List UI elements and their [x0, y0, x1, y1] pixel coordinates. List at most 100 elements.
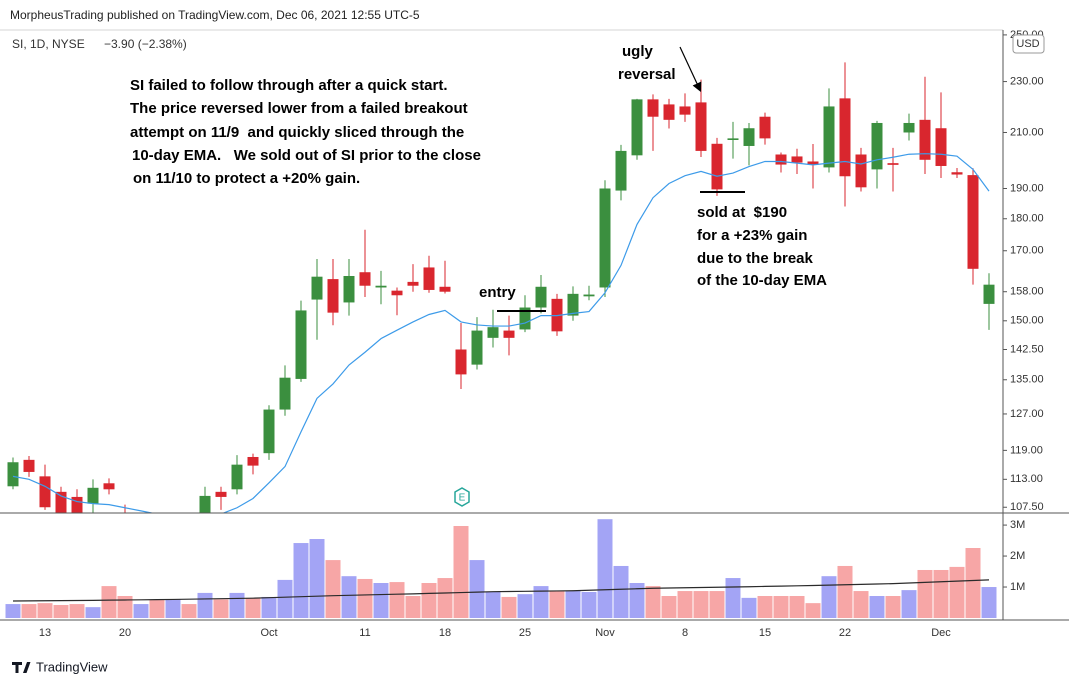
volume-bar	[725, 578, 741, 618]
volume-bar	[117, 596, 133, 618]
volume-bar	[53, 604, 69, 618]
volume-bar	[693, 591, 709, 618]
entry-label: entry	[479, 284, 516, 301]
volume-bar	[949, 566, 965, 618]
volume-bar	[405, 596, 421, 618]
footer-brand: TradingView	[36, 659, 108, 674]
volume-bar	[261, 596, 277, 618]
x-tick-label: 15	[759, 627, 771, 639]
volume-bar	[469, 560, 485, 618]
candle-body	[631, 99, 643, 156]
candle-body	[791, 156, 803, 163]
volume-bar	[757, 596, 773, 618]
line-series	[12, 153, 990, 513]
volume-pane	[5, 519, 997, 618]
y-tick-label: 119.00	[1010, 444, 1043, 456]
volume-bar	[389, 582, 405, 618]
volume-bar	[821, 576, 837, 618]
candle-body	[903, 122, 915, 133]
candle-body	[184, 526, 195, 531]
y-tick-label: 142.50	[1010, 343, 1044, 355]
volume-bar	[773, 596, 789, 618]
candle-body	[567, 293, 579, 316]
candle-body	[327, 279, 339, 313]
currency-badge[interactable]	[1012, 34, 1045, 54]
volume-bar	[229, 592, 245, 618]
volume-bar	[501, 596, 517, 618]
y-tick-label: 127.00	[1010, 408, 1044, 420]
volume-bar	[181, 604, 197, 618]
volume-bar	[197, 592, 213, 618]
y-tick-label: 158.00	[1010, 286, 1044, 298]
volume-bar	[597, 519, 613, 618]
x-tick-label: Nov	[595, 627, 615, 639]
volume-bar	[741, 597, 757, 618]
candle-body	[967, 175, 979, 269]
candle-body	[807, 161, 819, 165]
note-line: 10-day EMA. We sold out of SI prior to t…	[132, 147, 481, 164]
reversal-arrow	[679, 46, 702, 93]
currency: USD	[1016, 38, 1039, 50]
volume-bar	[629, 583, 645, 618]
candle-body	[695, 102, 707, 151]
candle-body	[136, 531, 147, 536]
volume-bar	[789, 596, 805, 618]
sold-label: of the 10-day EMA	[697, 272, 827, 289]
candle-body	[407, 281, 419, 286]
candle-body	[103, 483, 115, 490]
price-pane	[7, 62, 995, 537]
volume-bar	[917, 569, 933, 618]
candle-body	[23, 459, 35, 472]
candle-body	[439, 286, 451, 292]
candle-body	[983, 284, 995, 304]
volume-bar	[565, 591, 581, 618]
note-line: SI failed to follow through after a quic…	[130, 77, 448, 94]
candle-body	[663, 104, 675, 120]
candle-body	[743, 128, 755, 146]
candle-body	[343, 275, 355, 303]
candle-body	[199, 495, 211, 513]
candle-body	[375, 285, 387, 288]
y-tick-label: 113.00	[1010, 473, 1043, 485]
volume-bar	[69, 604, 85, 618]
y-tick-label: 180.00	[1010, 213, 1044, 225]
candle-body	[775, 154, 787, 165]
volume-bar	[453, 526, 469, 618]
y-tick-label: 230.00	[1010, 75, 1044, 87]
candle-body	[455, 349, 467, 375]
volume-bar	[885, 596, 901, 618]
change: −3.90 (−2.38%)	[104, 37, 187, 51]
y-tick-label: 210.00	[1010, 126, 1044, 138]
volume-bar	[421, 583, 437, 618]
candle-body	[839, 98, 851, 177]
x-tick-label: Oct	[260, 627, 277, 639]
x-tick-label: Dec	[931, 627, 951, 639]
y-tick-label: 135.00	[1010, 374, 1044, 386]
note-line: attempt on 11/9 and quickly sliced throu…	[130, 124, 464, 141]
sold-label: sold at $190	[697, 204, 787, 221]
volume-bar	[517, 594, 533, 618]
candle-body	[120, 526, 131, 537]
candle-body	[471, 330, 483, 365]
earnings-label: E	[459, 493, 466, 504]
candle-body	[7, 462, 19, 487]
volume-bar	[837, 565, 853, 618]
candle-body	[727, 138, 739, 140]
candle-body	[487, 327, 499, 338]
volume-bar	[21, 604, 37, 618]
candle-body	[152, 531, 163, 534]
symbol: SI, 1D, NYSE	[12, 37, 85, 51]
volume-bar	[293, 543, 309, 618]
candle-body	[423, 267, 435, 290]
volume-bar	[645, 586, 661, 618]
volume-bar	[165, 599, 181, 618]
candle-body	[71, 496, 83, 513]
candle-body	[615, 150, 627, 191]
footer: TradingView	[12, 659, 108, 674]
earnings-badge[interactable]	[454, 487, 470, 507]
candle-body	[823, 106, 835, 168]
reversal-label: reversal	[618, 66, 676, 83]
volume-bar	[5, 604, 21, 618]
volume-bar	[677, 591, 693, 618]
